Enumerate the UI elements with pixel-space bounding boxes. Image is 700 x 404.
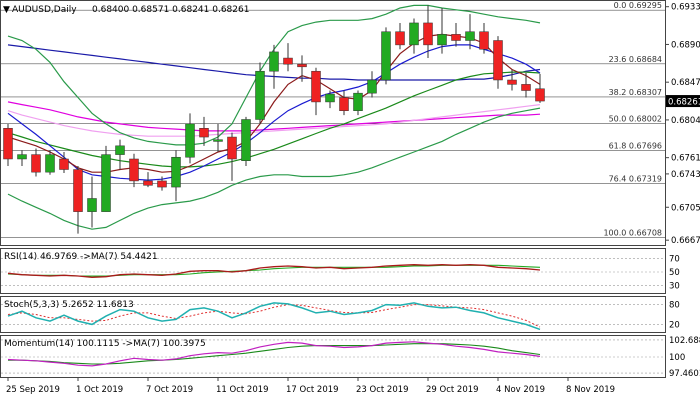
candle-body <box>311 70 321 103</box>
overlay-line <box>7 101 541 132</box>
candle-body <box>367 79 377 94</box>
fib-label: 61.8 0.67696 <box>609 142 662 151</box>
candle-body <box>199 128 209 138</box>
candle-body <box>493 40 503 81</box>
candle-body <box>465 31 475 41</box>
last-price-label: 0.68261 <box>668 98 700 108</box>
y-tick-label: 0.68045 <box>671 116 700 126</box>
fib-label: 76.4 0.67319 <box>609 175 662 184</box>
x-tick-label: 25 Sep 2019 <box>6 385 60 395</box>
x-tick-label: 1 Oct 2019 <box>76 385 123 395</box>
overlay-line <box>7 107 541 230</box>
chart-ohlc-header: 0.68400 0.68571 0.68241 0.68261 <box>92 5 249 15</box>
candle-body <box>535 88 545 102</box>
candle-body <box>507 79 517 85</box>
x-tick-label: 11 Oct 2019 <box>216 385 269 395</box>
main-panel-frame <box>0 0 666 246</box>
candle-body <box>115 145 125 155</box>
x-tick-label: 17 Oct 2019 <box>286 385 339 395</box>
candle-body <box>101 154 111 212</box>
y-tick-label: 0.67615 <box>671 154 700 164</box>
candle-body <box>479 31 489 50</box>
candle-body <box>241 119 251 161</box>
candle-body <box>73 169 83 212</box>
candle-body <box>143 180 153 186</box>
candle-body <box>59 158 69 170</box>
rsi-panel-frame <box>0 248 666 294</box>
indicator-tick-label: 80 <box>669 301 680 311</box>
candle-body <box>325 93 335 103</box>
indicator-line <box>8 343 541 365</box>
candle-body <box>45 154 55 173</box>
chart-title-arrow: ▼ <box>3 5 10 15</box>
y-tick-label: 0.66675 <box>671 236 700 246</box>
candle-body <box>129 158 139 182</box>
candle-body <box>423 22 433 46</box>
candle-body <box>283 57 293 65</box>
stoch-panel-frame <box>0 296 666 333</box>
stoch-label: Stoch(5,3,3) 5.2652 11.6813 <box>4 300 134 310</box>
candle-body <box>87 198 97 212</box>
candle-layer <box>3 5 545 234</box>
indicator-tick-label: 50 <box>669 268 680 278</box>
indicator-line <box>7 302 541 331</box>
candle-body <box>255 70 265 120</box>
chart-symbol-label: AUDUSD,Daily <box>12 5 77 15</box>
x-tick-label: 29 Oct 2019 <box>426 385 479 395</box>
candle-body <box>3 128 13 160</box>
indicator-tick-label: 70 <box>669 255 680 265</box>
candle-body <box>409 22 419 46</box>
candle-body <box>227 136 237 160</box>
candle-body <box>395 31 405 46</box>
overlay-line <box>7 71 541 168</box>
candle-body <box>269 51 279 72</box>
candle-body <box>451 34 461 41</box>
momentum-panel-frame <box>0 335 666 378</box>
fib-label: 100.0 0.66708 <box>603 228 662 237</box>
x-tick-label: 8 Nov 2019 <box>566 385 615 395</box>
x-tick-label: 7 Oct 2019 <box>146 385 193 395</box>
candle-body <box>437 34 447 46</box>
axis-layer: 0.69335 0.68905 0.68475 0.68045 0.67615 0.674… <box>6 3 700 395</box>
overlay-line <box>7 104 541 137</box>
rsi-label: RSI(14) 46.9769 ->MA(7) 54.4421 <box>4 252 158 262</box>
candle-body <box>185 123 195 158</box>
indicator-layer: 70 50 30 80 20 102.6885 100 97.4601 <box>1 255 700 379</box>
candle-body <box>381 31 391 81</box>
y-tick-label: 0.68475 <box>671 78 700 88</box>
fib-label: 23.6 0.68684 <box>609 55 662 64</box>
y-tick-label: 0.69335 <box>671 3 700 13</box>
indicator-line <box>7 264 541 278</box>
indicator-tick-label: 100 <box>669 353 685 363</box>
candle-body <box>297 63 307 68</box>
fib-label: 38.2 0.68307 <box>609 88 662 97</box>
candle-body <box>213 139 223 142</box>
x-tick-label: 23 Oct 2019 <box>356 385 409 395</box>
y-tick-label: 0.68905 <box>671 40 700 50</box>
candle-body <box>157 180 167 188</box>
indicator-line <box>7 341 541 367</box>
overlay-line <box>7 44 541 181</box>
candle-body <box>171 156 181 188</box>
indicator-tick-label: 20 <box>669 320 680 330</box>
indicator-tick-label: 97.4601 <box>669 369 700 379</box>
indicator-tick-label: 102.6885 <box>669 336 700 346</box>
indicator-tick-label: 30 <box>669 281 680 291</box>
candle-body <box>339 97 349 111</box>
candle-body <box>31 154 41 173</box>
last-price-badge <box>666 95 700 108</box>
candle-body <box>353 92 363 111</box>
candle-body <box>17 154 27 160</box>
fib-label: 0.0 0.69295 <box>614 1 662 10</box>
momentum-label: Momentum(14) 100.1115 ->MA(7) 100.3975 <box>4 339 206 349</box>
fib-layer: 0.0 0.69295 23.6 0.68684 38.2 0.68307 50.0 … <box>1 1 665 238</box>
x-tick-label: 4 Nov 2019 <box>496 385 545 395</box>
candle-body <box>521 84 531 91</box>
fib-label: 50.0 0.68002 <box>609 115 662 124</box>
